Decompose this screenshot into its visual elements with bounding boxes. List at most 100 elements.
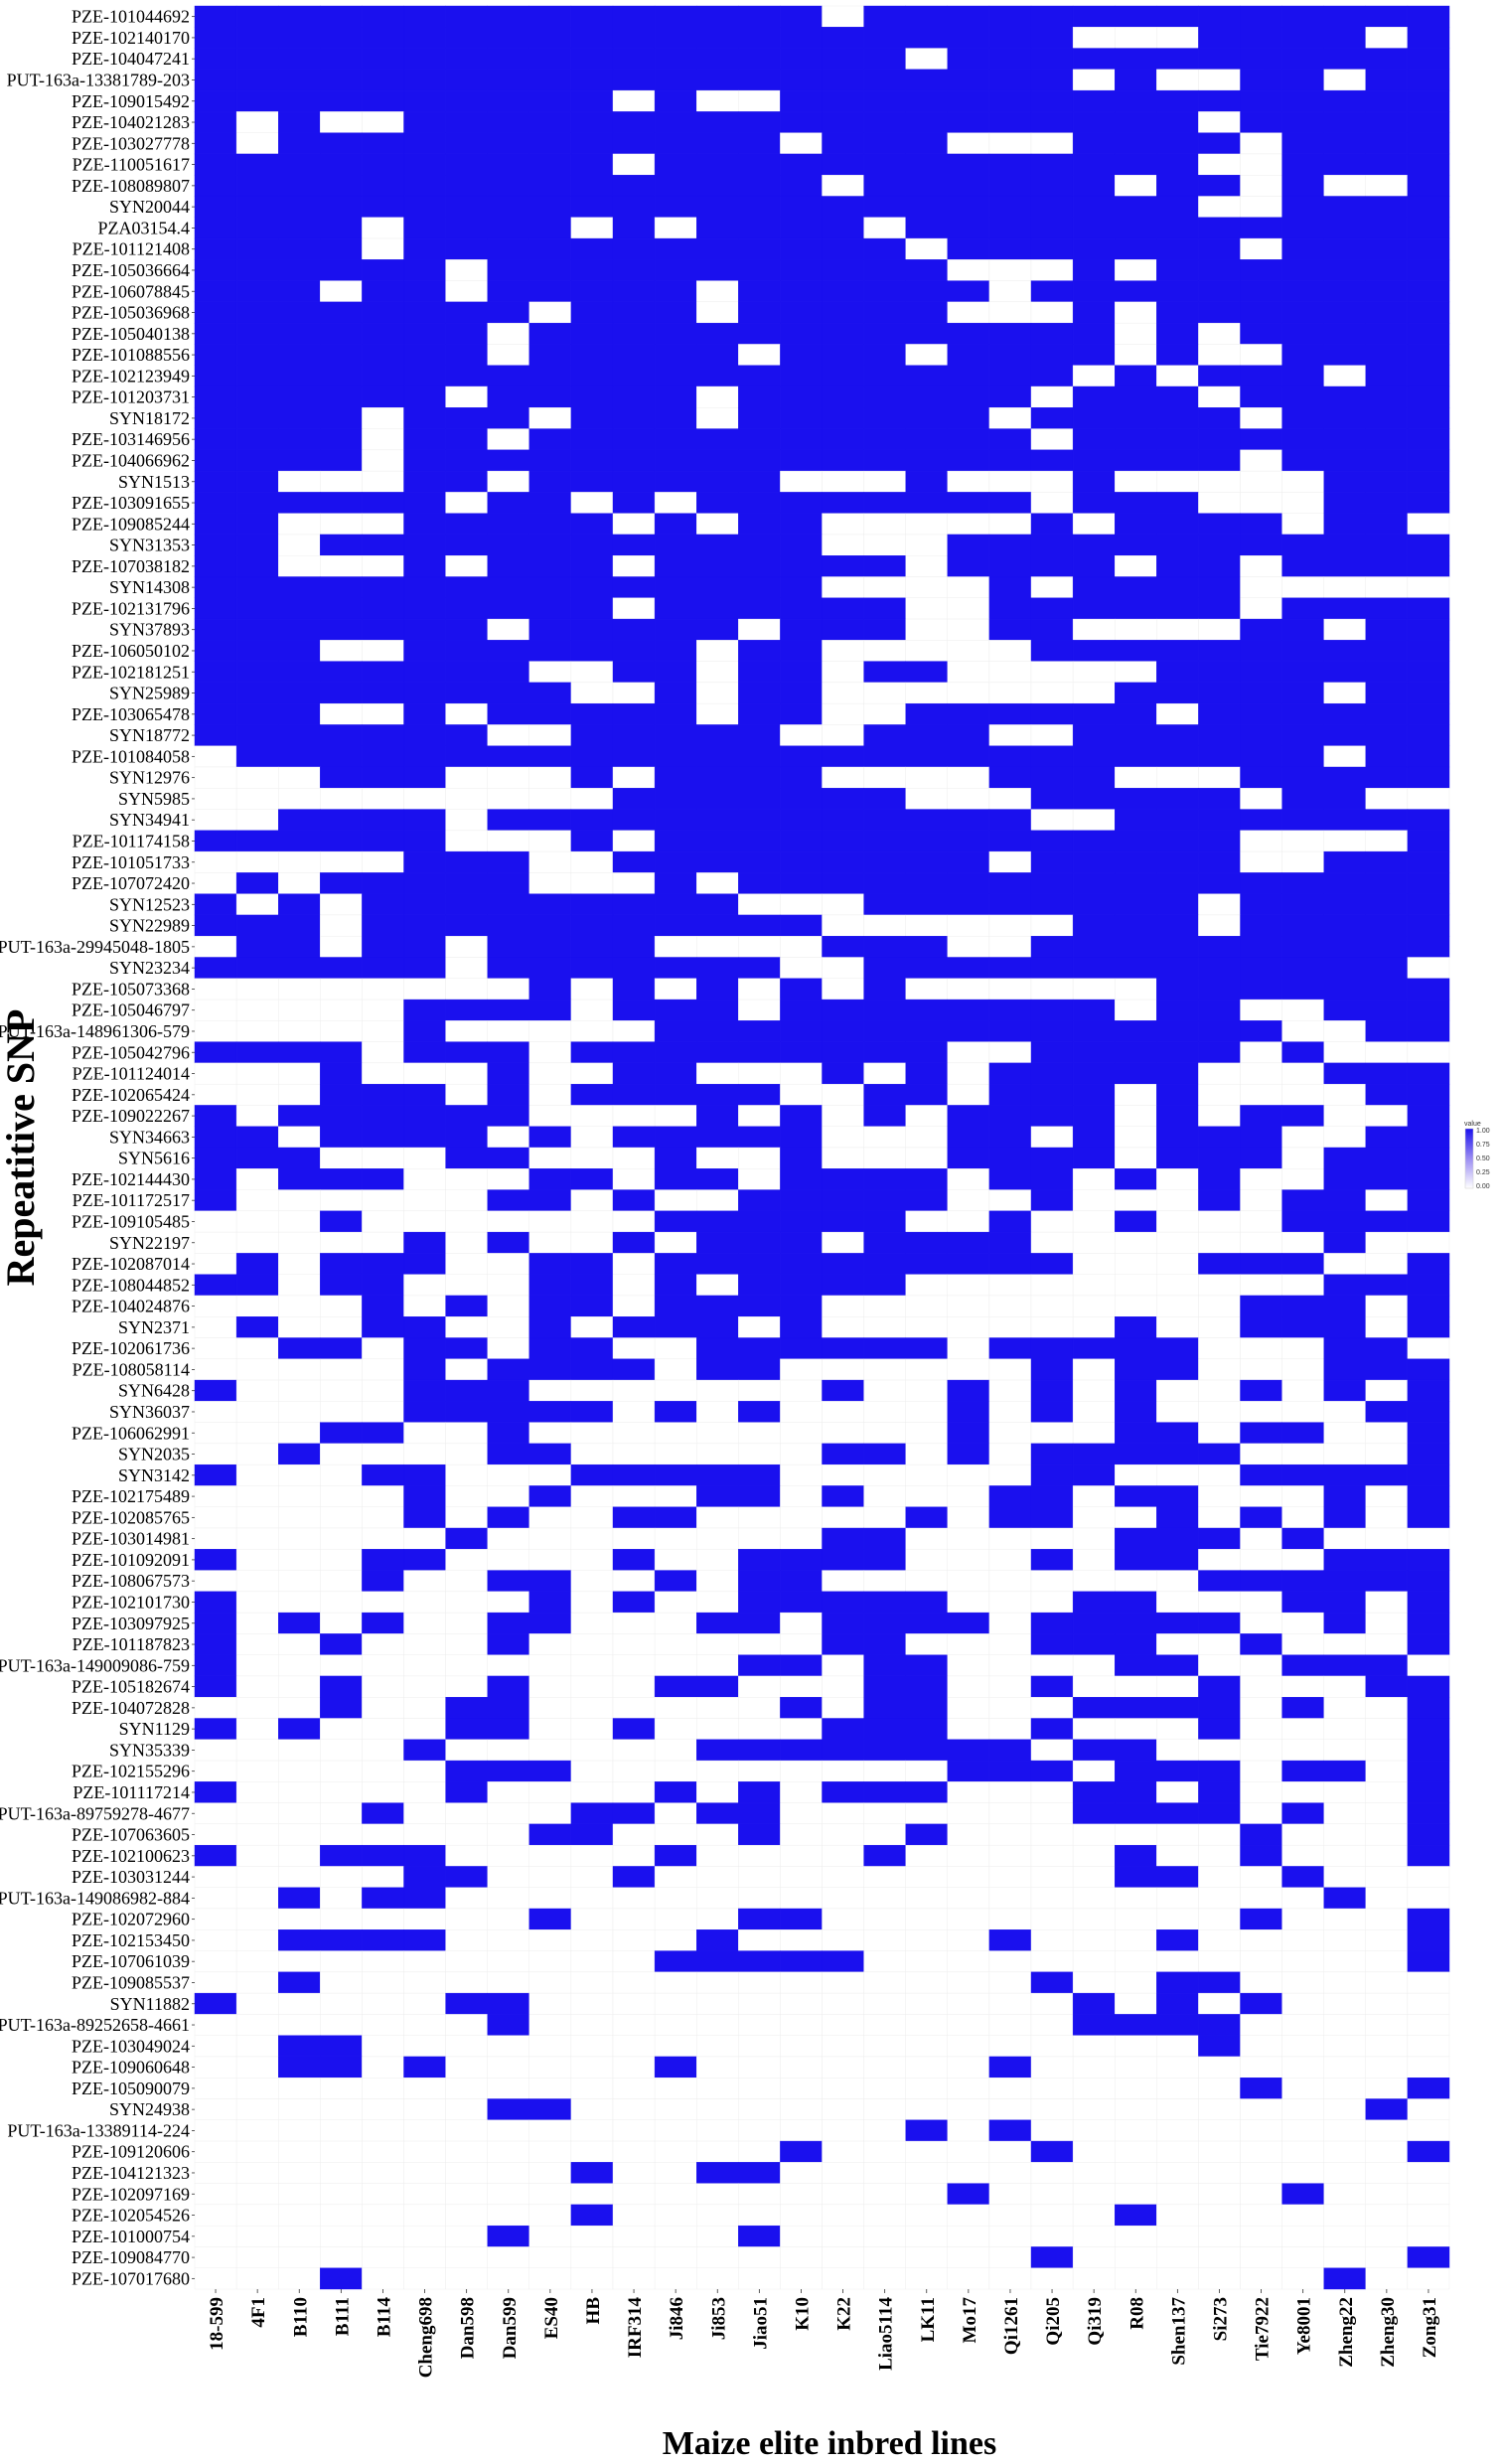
heatmap-cell (570, 1992, 614, 2015)
heatmap-cell (654, 766, 697, 789)
heatmap-cell (696, 2140, 739, 2163)
heatmap-cell (905, 999, 949, 1021)
heatmap-cell (780, 872, 823, 894)
heatmap-cell (863, 280, 906, 303)
heatmap-cell (570, 830, 614, 852)
heatmap-cell (362, 2267, 404, 2290)
heatmap-cell (1156, 470, 1199, 493)
heatmap-cell (905, 1020, 949, 1042)
heatmap-cell (863, 1570, 906, 1593)
heatmap-cell (780, 280, 823, 303)
heatmap-cell (1281, 1231, 1324, 1254)
heatmap-cell (278, 1126, 321, 1149)
heatmap-cell (487, 175, 530, 197)
heatmap-cell (278, 1105, 321, 1127)
heatmap-cell (654, 1316, 697, 1338)
heatmap-cell (780, 513, 823, 536)
heatmap-cell (863, 1126, 906, 1149)
heatmap-cell (235, 724, 279, 746)
heatmap-cell (278, 2056, 321, 2079)
row-label: PZE-103146956 (72, 429, 190, 449)
heatmap-cell (528, 850, 572, 873)
heatmap-cell (1156, 1549, 1199, 1571)
heatmap-cell (570, 1210, 614, 1233)
heatmap-cell (947, 1337, 990, 1359)
heatmap-cell (445, 513, 488, 536)
heatmap-cell (1072, 1739, 1116, 1762)
heatmap-cell (362, 2056, 404, 2079)
heatmap-cell (570, 407, 614, 429)
column-label: Ji853 (708, 2297, 729, 2340)
heatmap-cell (780, 48, 823, 71)
heatmap-cell (1281, 2098, 1324, 2120)
heatmap-cell (696, 957, 739, 979)
heatmap-cell (235, 914, 279, 937)
heatmap-cell (696, 1718, 739, 1740)
heatmap-cell (1114, 1337, 1157, 1359)
heatmap-cell (570, 1612, 614, 1634)
heatmap-cell (403, 2056, 446, 2079)
heatmap-cell (1407, 999, 1450, 1021)
heatmap-cell (863, 1062, 906, 1085)
heatmap-cell (696, 1950, 739, 1973)
heatmap-cell (947, 745, 990, 768)
heatmap-cell (320, 1126, 363, 1149)
heatmap-cell (988, 914, 1032, 937)
heatmap-cell (1198, 661, 1241, 684)
heatmap-cell (528, 237, 572, 260)
heatmap-cell (1030, 196, 1074, 218)
heatmap-cell (612, 1697, 656, 1719)
heatmap-cell (1114, 1739, 1157, 1762)
heatmap-cell (1407, 2246, 1450, 2268)
heatmap-cell (612, 830, 656, 852)
heatmap-cell (320, 449, 363, 472)
heatmap-cell (612, 89, 656, 112)
heatmap-cell (362, 1062, 404, 1085)
heatmap-cell (863, 2183, 906, 2206)
heatmap-cell (696, 661, 739, 684)
heatmap-cell (403, 1274, 446, 1297)
heatmap-cell (445, 850, 488, 873)
heatmap-cell (780, 745, 823, 768)
heatmap-cell (863, 1231, 906, 1254)
heatmap-cell (403, 2162, 446, 2184)
heatmap-cell (235, 1929, 279, 1951)
heatmap-cell (320, 301, 363, 324)
heatmap-cell (362, 1485, 404, 1507)
heatmap-cell (1114, 69, 1157, 91)
heatmap-cell (320, 830, 363, 852)
heatmap-cell (320, 132, 363, 155)
heatmap-cell (320, 534, 363, 556)
heatmap-cell (235, 1908, 279, 1930)
heatmap-cell (738, 175, 781, 197)
heatmap-cell (570, 1274, 614, 1297)
heatmap-cell (1072, 766, 1116, 789)
heatmap-cell (822, 1760, 864, 1782)
heatmap-cell (528, 893, 572, 916)
heatmap-cell (487, 1443, 530, 1465)
row-label: PZE-108089807 (72, 176, 190, 196)
heatmap-cell (905, 872, 949, 894)
heatmap-cell (528, 661, 572, 684)
heatmap-cell (1198, 111, 1241, 133)
heatmap-cell (863, 534, 906, 556)
row-label: SYN14308 (109, 577, 190, 597)
heatmap-cell (320, 344, 363, 366)
heatmap-cell (905, 682, 949, 704)
heatmap-cell (487, 555, 530, 577)
heatmap-cell (362, 1760, 404, 1782)
heatmap-cell (738, 2014, 781, 2036)
heatmap-cell (320, 576, 363, 598)
heatmap-cell (696, 1654, 739, 1677)
heatmap-cell (570, 2056, 614, 2079)
heatmap-cell (822, 914, 864, 937)
heatmap-cell (278, 1654, 321, 1677)
heatmap-cell (863, 957, 906, 979)
heatmap-cell (1198, 1697, 1241, 1719)
heatmap-cell (780, 914, 823, 937)
heatmap-cell (1281, 1654, 1324, 1677)
heatmap-cell (1365, 48, 1409, 71)
heatmap-cell (1030, 2183, 1074, 2206)
heatmap-cell (1030, 385, 1074, 408)
heatmap-cell (1365, 1062, 1409, 1085)
